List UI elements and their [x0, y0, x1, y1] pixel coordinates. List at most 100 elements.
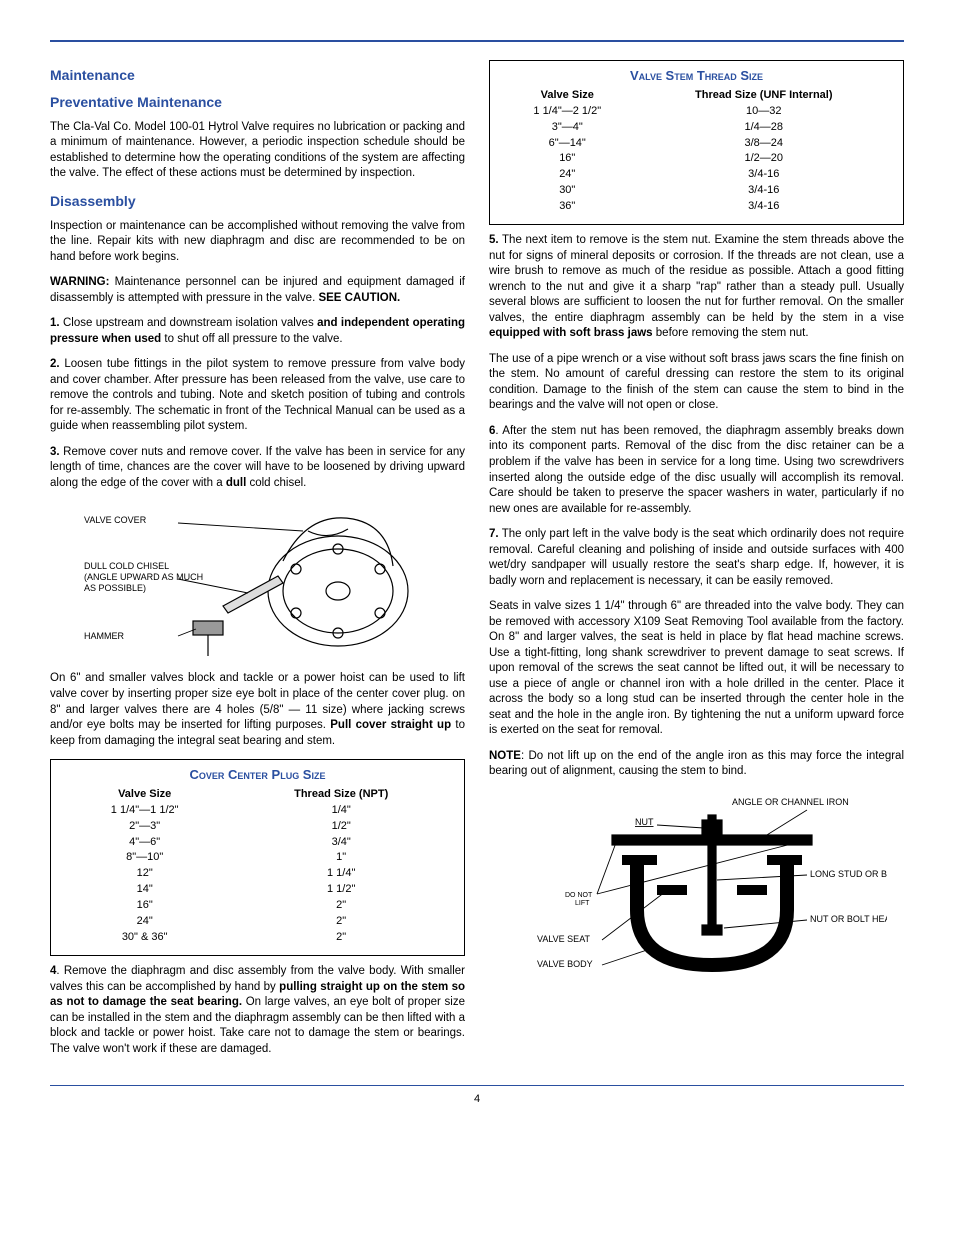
warning-text: Maintenance personnel can be injured and…	[50, 276, 465, 304]
label-angle-iron: ANGLE OR CHANNEL IRON	[732, 797, 849, 807]
right-column: Valve Stem Thread Size Valve Size Thread…	[489, 60, 904, 1067]
cover-plug-table-box: Cover Center Plug Size Valve Size Thread…	[50, 759, 465, 956]
table-cell: 2"	[228, 898, 454, 914]
label-valve-body: VALVE BODY	[537, 959, 593, 969]
para-after-diagram: On 6" and smaller valves block and tackl…	[50, 671, 465, 749]
step-4: 4. Remove the diaphragm and disc assembl…	[50, 964, 465, 1057]
table-cell: 12"	[61, 866, 228, 882]
table-cell: 2"—3"	[61, 818, 228, 834]
table-cell: 1"	[228, 850, 454, 866]
table-cell: 6"—14"	[500, 135, 635, 151]
label-chisel-3: AS POSSIBLE)	[84, 583, 146, 593]
label-do-not-lift-1: DO NOT	[565, 892, 593, 899]
table-cell: 1/2"	[228, 818, 454, 834]
table-cell: 3/4-16	[635, 183, 893, 199]
note-label: NOTE	[489, 750, 521, 762]
stem-thread-col1: Valve Size	[500, 87, 635, 104]
cover-plug-col2: Thread Size (NPT)	[228, 786, 454, 803]
label-valve-seat: VALVE SEAT	[537, 934, 591, 944]
cover-plug-table: Valve Size Thread Size (NPT) 1 1/4"—1 1/…	[61, 786, 454, 945]
table-row: 1 1/4"—2 1/2"10—32	[500, 103, 893, 119]
table-cell: 16"	[61, 898, 228, 914]
table-row: 8"—10"1"	[61, 850, 454, 866]
label-nut: NUT	[635, 817, 654, 827]
label-chisel-1: DULL COLD CHISEL	[84, 561, 169, 571]
step-2: 2. Loosen tube fittings in the pilot sys…	[50, 357, 465, 435]
table-cell: 1/4—28	[635, 119, 893, 135]
para-preventative: The Cla-Val Co. Model 100-01 Hytrol Valv…	[50, 120, 465, 182]
warning-label: WARNING:	[50, 276, 109, 288]
table-cell: 1 1/4"—2 1/2"	[500, 103, 635, 119]
table-row: 16"1/2—20	[500, 151, 893, 167]
table-cell: 24"	[61, 913, 228, 929]
table-row: 3"—4"1/4—28	[500, 119, 893, 135]
table-cell: 14"	[61, 882, 228, 898]
step-3-num: 3.	[50, 446, 60, 458]
label-valve-cover: VALVE COVER	[84, 515, 147, 525]
table-row: 12"1 1/4"	[61, 866, 454, 882]
table-cell: 30" & 36"	[61, 929, 228, 945]
table-row: 6"—14"3/8—24	[500, 135, 893, 151]
stem-thread-col2: Thread Size (UNF Internal)	[635, 87, 893, 104]
table-cell: 3"—4"	[500, 119, 635, 135]
table-cell: 2"	[228, 929, 454, 945]
table-cell: 36"	[500, 198, 635, 214]
heading-disassembly: Disassembly	[50, 192, 465, 211]
table-cell: 24"	[500, 167, 635, 183]
stem-thread-table-title: Valve Stem Thread Size	[500, 67, 893, 85]
valve-cover-diagram: VALVE COVER DULL COLD CHISEL (ANGLE UPWA…	[78, 501, 438, 661]
page-number: 4	[50, 1092, 904, 1107]
para-seats: Seats in valve sizes 1 1/4" through 6" a…	[489, 599, 904, 739]
table-cell: 1/2—20	[635, 151, 893, 167]
step-7: 7. The only part left in the valve body …	[489, 527, 904, 589]
cover-plug-table-title: Cover Center Plug Size	[61, 766, 454, 784]
step-5: 5. The next item to remove is the stem n…	[489, 233, 904, 342]
step-2-num: 2.	[50, 358, 60, 370]
stem-thread-table-box: Valve Stem Thread Size Valve Size Thread…	[489, 60, 904, 225]
table-cell: 1 1/4"—1 1/2"	[61, 802, 228, 818]
table-row: 30" & 36"2"	[61, 929, 454, 945]
table-row: 36"3/4-16	[500, 198, 893, 214]
para-note: NOTE: Do not lift up on the end of the a…	[489, 749, 904, 780]
table-row: 1 1/4"—1 1/2"1/4"	[61, 802, 454, 818]
table-row: 24"3/4-16	[500, 167, 893, 183]
stem-thread-table: Valve Size Thread Size (UNF Internal) 1 …	[500, 87, 893, 215]
left-column: Maintenance Preventative Maintenance The…	[50, 60, 465, 1067]
table-cell: 1 1/4"	[228, 866, 454, 882]
seat-removal-diagram: ANGLE OR CHANNEL IRON NUT LONG STUD OR B…	[507, 790, 887, 990]
step-1-num: 1.	[50, 317, 60, 329]
label-do-not-lift-2: LIFT	[575, 900, 590, 907]
step-7-num: 7.	[489, 528, 499, 540]
para-warning: WARNING: Maintenance personnel can be in…	[50, 275, 465, 306]
table-row: 30"3/4-16	[500, 183, 893, 199]
step-3: 3. Remove cover nuts and remove cover. I…	[50, 445, 465, 492]
table-row: 24"2"	[61, 913, 454, 929]
label-long-stud: LONG STUD OR BOLT	[810, 869, 887, 879]
two-column-layout: Maintenance Preventative Maintenance The…	[50, 60, 904, 1067]
bottom-rule	[50, 1085, 904, 1086]
table-row: 16"2"	[61, 898, 454, 914]
top-rule	[50, 40, 904, 42]
step-6: 6. After the stem nut has been removed, …	[489, 424, 904, 517]
warning-see: SEE CAUTION.	[318, 292, 400, 304]
table-cell: 16"	[500, 151, 635, 167]
table-cell: 4"—6"	[61, 834, 228, 850]
para-pipewrench: The use of a pipe wrench or a vise witho…	[489, 352, 904, 414]
label-chisel-2: (ANGLE UPWARD AS MUCH	[84, 572, 203, 582]
table-cell: 2"	[228, 913, 454, 929]
table-cell: 8"—10"	[61, 850, 228, 866]
heading-maintenance: Maintenance	[50, 66, 465, 85]
table-cell: 3/8—24	[635, 135, 893, 151]
label-nut-head: NUT OR BOLT HEAD	[810, 914, 887, 924]
step-1: 1. Close upstream and downstream isolati…	[50, 316, 465, 347]
table-cell: 10—32	[635, 103, 893, 119]
table-cell: 1 1/2"	[228, 882, 454, 898]
table-cell: 3/4-16	[635, 198, 893, 214]
table-row: 2"—3"1/2"	[61, 818, 454, 834]
heading-preventative: Preventative Maintenance	[50, 93, 465, 112]
table-cell: 3/4-16	[635, 167, 893, 183]
step-5-num: 5.	[489, 234, 499, 246]
table-cell: 1/4"	[228, 802, 454, 818]
table-cell: 30"	[500, 183, 635, 199]
para-disassembly-intro: Inspection or maintenance can be accompl…	[50, 219, 465, 266]
